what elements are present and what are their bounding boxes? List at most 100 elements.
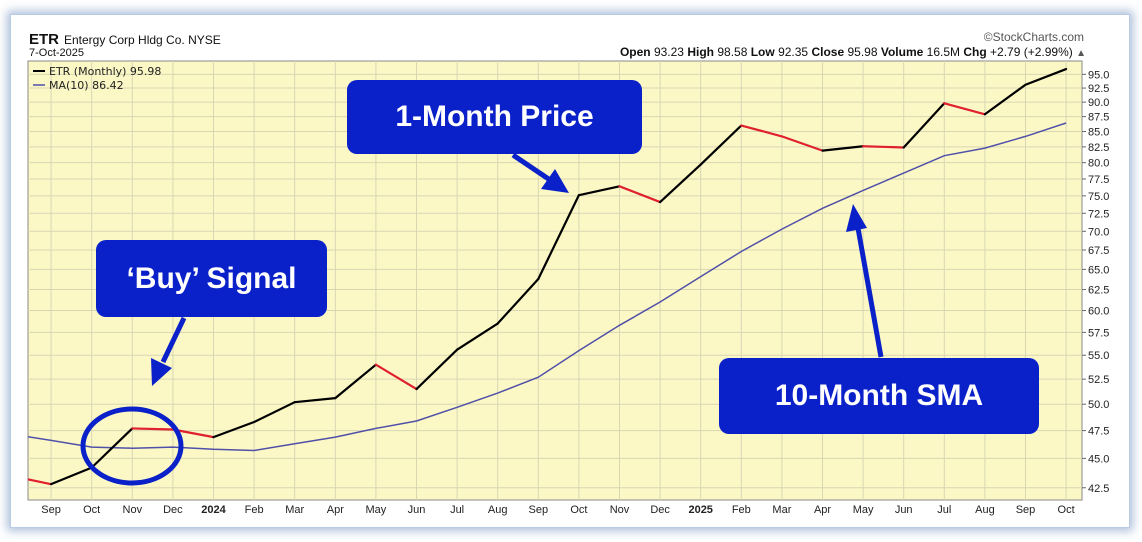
price-segment [374,363,418,391]
ticker-symbol: ETR [29,31,59,48]
x-tick-label: Sep [529,504,549,516]
price-segment [334,363,377,400]
x-tick-label: Aug [488,504,508,516]
buy-signal-callout: ‘Buy’ Signal [96,240,327,317]
x-tick-label: May [366,504,387,516]
x-tick-label: Nov [610,504,630,516]
annotation-arrows [151,152,884,386]
grid-lines [28,61,1082,500]
x-tick-label: Oct [570,504,587,516]
price-callout: 1-Month Price [347,80,642,154]
company-name-text: Entergy Corp Hldg Co. [64,33,185,47]
y-tick-label: 60.0 [1088,306,1109,318]
x-tick-label: Jun [408,504,426,516]
exchange-label: NYSE [188,33,221,47]
y-tick-label: 95.0 [1088,69,1109,81]
price-segment [821,145,865,152]
price-segment [861,145,905,149]
arrow-sma [855,227,884,358]
price-segment [496,277,540,325]
y-tick-label: 85.0 [1088,127,1109,139]
low-label: Low [750,45,775,59]
quote-summary: Open 93.23 High 98.58 Low 92.35 Close 95… [620,45,1086,59]
low-value: 92.35 [778,45,809,59]
y-tick-label: 50.0 [1088,399,1109,411]
price-segment [253,401,296,424]
legend-ma: MA(10) 86.42 [49,79,124,92]
price-segment [780,135,824,152]
brand-watermark: ©StockCharts.com [983,30,1084,44]
y-tick-label: 55.0 [1088,350,1109,362]
arrow-price-head [541,169,569,193]
x-tick-label: Apr [814,504,831,516]
x-tick-label: Jul [937,504,951,516]
price-segment [699,124,743,166]
x-tick-label: Mar [772,504,791,516]
price-segment [740,124,784,138]
price-segment [212,420,256,439]
sma-callout: 10-Month SMA [719,358,1039,434]
y-tick-label: 77.5 [1088,174,1109,186]
x-tick-label: Dec [163,504,183,516]
x-tick-label: 2025 [688,504,712,516]
y-tick-label: 62.5 [1088,285,1109,297]
y-tick-label: 82.5 [1088,142,1109,154]
high-value: 98.58 [717,45,748,59]
x-tick-label: Dec [650,504,670,516]
arrow-sma-head [846,204,867,232]
x-axis: Sep Oct Nov Dec 2024 Feb Mar Apr May Jun Jul Aug Sep… [41,504,1074,516]
x-tick-label: 2024 [201,504,226,516]
price-segment [537,194,581,281]
price-segment [90,427,134,469]
y-tick-label: 57.5 [1088,327,1109,339]
y-tick-label: 90.0 [1088,97,1109,109]
price-series [28,67,1068,486]
y-tick-label: 92.5 [1088,83,1109,95]
x-tick-label: May [853,504,874,516]
arrow-buy-head [151,358,172,386]
company-name: Entergy Corp Hldg Co. NYSE [64,33,221,47]
price-segment [131,427,174,431]
price-segment [293,397,337,404]
x-tick-label: Mar [285,504,304,516]
chart-date: 7-Oct-2025 [29,47,85,59]
price-segment [618,185,662,204]
x-tick-label: Jun [895,504,913,516]
y-tick-label: 47.5 [1088,426,1109,438]
close-value: 95.98 [847,45,878,59]
y-tick-label: 42.5 [1088,483,1109,495]
legend-price: ETR (Monthly) 95.98 [49,65,161,78]
x-tick-label: Sep [1016,504,1036,516]
high-label: High [687,45,714,59]
price-segment [49,466,93,486]
y-tick-label: 80.0 [1088,158,1109,170]
price-segment [902,102,946,149]
price-segment [415,348,459,391]
open-value: 93.23 [653,45,684,59]
x-tick-label: Feb [732,504,751,516]
price-segment [1024,67,1068,86]
y-tick-label: 65.0 [1088,264,1109,276]
y-tick-label: 75.0 [1088,191,1109,203]
y-axis: 42.5 45.0 47.5 50.0 52.5 55.0 57.5 60.0 62.5 65.0… [1082,69,1109,495]
y-tick-label: 67.5 [1088,245,1109,257]
chg-value: +2.79 (+2.99%) [990,45,1073,59]
y-tick-label: 72.5 [1088,208,1109,220]
volume-label: Volume [880,45,924,59]
x-tick-label: Nov [123,504,143,516]
x-tick-label: Oct [1058,504,1075,516]
open-label: Open [619,45,651,59]
ma-line [28,122,1067,452]
chg-up-arrow-icon: ▲ [1076,48,1086,59]
price-segment [456,322,499,351]
price-segment [983,83,1027,116]
x-tick-label: Sep [41,504,61,516]
x-tick-label: Apr [327,504,344,516]
y-tick-label: 52.5 [1088,374,1109,386]
price-segment [577,185,621,197]
x-tick-label: Oct [83,504,100,516]
y-tick-label: 87.5 [1088,112,1109,124]
x-tick-label: Aug [975,504,995,516]
arrow-buy [160,316,187,364]
price-segment [943,102,987,116]
